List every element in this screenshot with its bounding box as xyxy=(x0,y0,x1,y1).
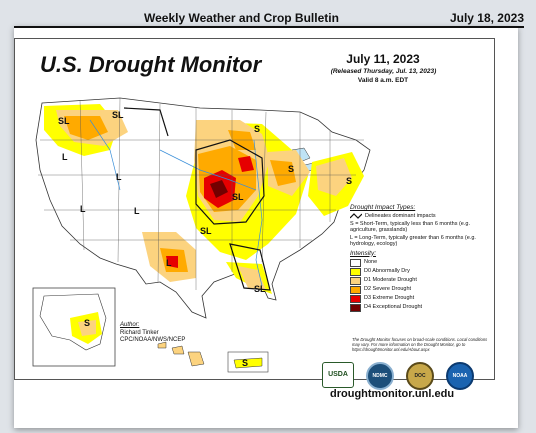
impact-line-row: Delineates dominant impacts xyxy=(350,213,490,220)
map-frame xyxy=(14,38,495,380)
bulletin-header: Weekly Weather and Crop Bulletin July 18… xyxy=(14,10,524,28)
doc-logo-text: DOC xyxy=(414,373,426,379)
disclaimer-note: The Drought Monitor focuses on broad-sca… xyxy=(352,337,488,352)
impact-heading: Drought Impact Types: xyxy=(350,204,416,211)
author-block: Author: Richard Tinker CPC/NOAA/NWS/NCEP xyxy=(120,322,185,345)
legend-item: D1 Moderate Drought xyxy=(350,276,490,285)
ndmc-logo: NDMC xyxy=(366,362,394,390)
hawaii-shapes xyxy=(157,341,205,367)
impact-label: S xyxy=(288,164,294,174)
impact-line-icon xyxy=(350,213,362,219)
legend-item: D4 Exceptional Drought xyxy=(350,303,490,312)
author-name: Richard Tinker xyxy=(120,329,159,336)
impact-label: L xyxy=(166,258,172,268)
legend-item: D3 Extreme Drought xyxy=(350,294,490,303)
impact-label: SL xyxy=(112,110,124,120)
impact-label: L xyxy=(80,204,86,214)
ndmc-logo-text: NDMC xyxy=(372,373,388,379)
alaska-d1 xyxy=(78,320,96,336)
impact-label: SL xyxy=(58,116,70,126)
agency-logos: USDA NDMC DOC NOAA xyxy=(322,362,492,390)
legend-label: D0 Abnormally Dry xyxy=(364,267,410,274)
legend-item: None xyxy=(350,258,490,267)
impact-label: SL xyxy=(200,226,212,236)
rivers xyxy=(89,119,263,287)
legend-label: None xyxy=(364,258,378,265)
legend-label: D3 Extreme Drought xyxy=(364,294,415,301)
impact-label: SL xyxy=(232,192,244,202)
legend-label: D2 Severe Drought xyxy=(364,285,412,292)
usda-logo: USDA xyxy=(322,362,354,388)
noaa-logo-text: NOAA xyxy=(452,373,468,379)
release-date: (Released Thursday, Jul. 13, 2023) xyxy=(330,68,437,75)
impact-label: L xyxy=(62,152,68,162)
valid-time: Valid 8 a.m. EDT xyxy=(357,77,409,84)
pr-shape xyxy=(233,357,263,369)
drought-monitor-url[interactable]: droughtmonitor.unl.edu xyxy=(330,388,455,400)
author-org: CPC/NOAA/NWS/NCEP xyxy=(120,337,186,343)
legend-swatch xyxy=(350,258,361,267)
legend-swatch xyxy=(350,294,361,303)
legend-label: D1 Moderate Drought xyxy=(364,276,417,283)
author-heading: Author: xyxy=(120,322,140,328)
publication-date: July 18, 2023 xyxy=(449,11,524,25)
impact-label: S xyxy=(346,176,352,186)
intensity-heading: Intensity: xyxy=(350,249,377,257)
pr-frame xyxy=(227,351,269,373)
legend-swatch xyxy=(350,303,361,312)
legend-label: D4 Exceptional Drought xyxy=(364,303,423,310)
map-title: U.S. Drought Monitor xyxy=(40,52,262,77)
usda-logo-text: USDA xyxy=(328,371,348,378)
short-term-text: S = Short-Term, typically less than 6 mo… xyxy=(350,220,470,234)
map-legend: Drought Impact Types: Delineates dominan… xyxy=(350,204,490,313)
publication-title: Weekly Weather and Crop Bulletin xyxy=(144,11,339,25)
legend-swatch xyxy=(350,276,361,285)
legend-item: D0 Abnormally Dry xyxy=(350,267,490,276)
impact-line-text: Delineates dominant impacts xyxy=(365,213,436,219)
impact-label: L xyxy=(134,206,140,216)
legend-item: D2 Severe Drought xyxy=(350,285,490,294)
legend-swatch xyxy=(350,267,361,276)
doc-logo: DOC xyxy=(406,362,434,390)
impact-lines xyxy=(123,107,271,291)
legend-swatch xyxy=(350,285,361,294)
long-term-text: L = Long-Term, typically greater than 6 … xyxy=(350,234,476,248)
noaa-logo: NOAA xyxy=(446,362,474,390)
impact-label: S xyxy=(242,358,248,368)
d4-areas xyxy=(210,180,228,198)
map-date: July 11, 2023 xyxy=(346,52,420,66)
impact-label: L xyxy=(116,172,122,182)
impact-label: S xyxy=(254,124,260,134)
impact-label: SL xyxy=(254,284,266,294)
impact-label: S xyxy=(84,318,90,328)
